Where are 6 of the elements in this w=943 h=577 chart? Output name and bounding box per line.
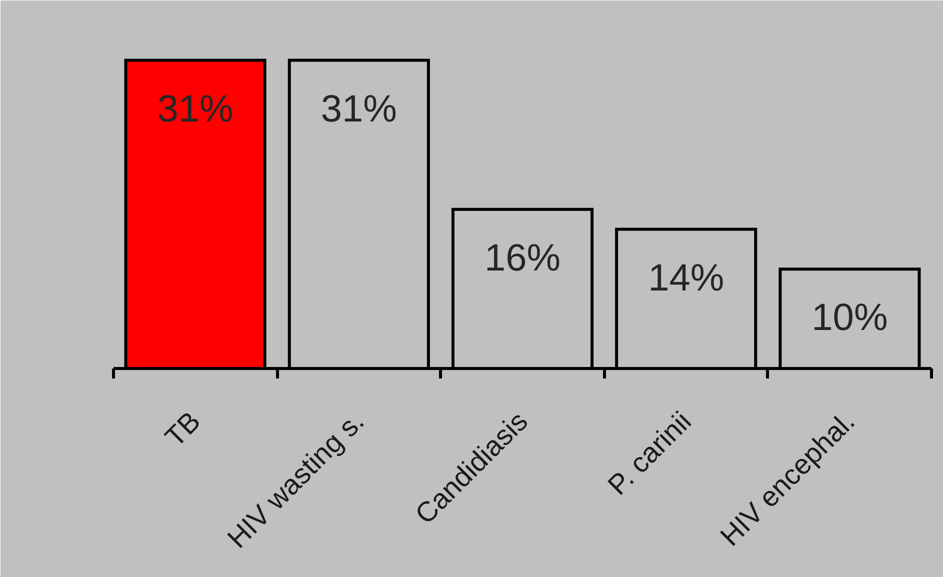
data-label: 31% [320,88,397,130]
data-label: 31% [157,88,234,130]
data-label: 14% [648,257,724,300]
data-label: 16% [484,237,561,280]
data-label: 10% [812,297,888,340]
x-tick-label: TB [159,406,206,453]
